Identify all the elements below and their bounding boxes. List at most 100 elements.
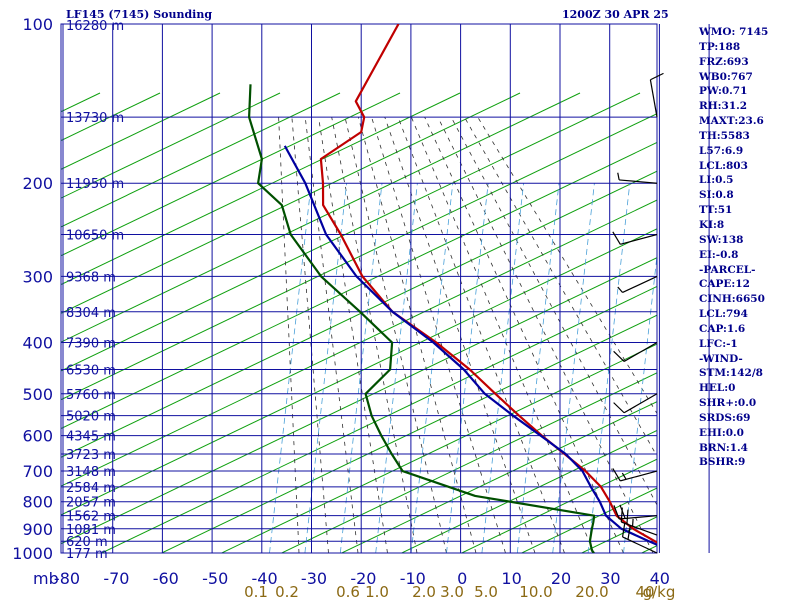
temperature-tick-label: 20 [551, 569, 571, 588]
mixing-ratio-line [587, 183, 631, 553]
mixing-ratio-label: 1.0 [365, 583, 389, 600]
parcel-trace [283, 145, 657, 546]
temperature-tick-label: 10 [501, 569, 521, 588]
mixing-ratio-label: 3.0 [440, 583, 464, 600]
stat-item: TT:51 [699, 204, 733, 217]
wind-barb [612, 468, 658, 482]
wind-barb-staff [623, 341, 658, 363]
mixing-ratio-label: 40 [635, 583, 654, 600]
stat-item: WMO: 7145 [699, 26, 769, 38]
dry-adiabat-line [61, 257, 657, 545]
wind-barb-staff [649, 79, 658, 118]
wind-barb-half-feather [621, 472, 627, 480]
pressure-tick-label: 500 [22, 385, 53, 404]
mixing-ratio-label: 10.0 [519, 583, 552, 600]
dry-adiabat-line [780, 93, 800, 573]
height-label: 2584 m [66, 481, 116, 496]
mixing-ratio-line [446, 183, 489, 553]
height-label: 177 m [66, 547, 108, 562]
wind-barb [617, 172, 658, 184]
height-label: 16280 m [66, 19, 124, 34]
temperature-tick-label: 30 [600, 569, 620, 588]
stat-item: MAXT:23.6 [699, 115, 764, 128]
pressure-tick-label: 400 [22, 333, 53, 352]
dry-adiabat-line [400, 429, 657, 553]
temperature-tick-label: -20 [350, 569, 376, 588]
wind-barb-half-feather [617, 286, 624, 293]
wind-barb-staff [622, 536, 658, 554]
dry-adiabat-line [61, 199, 657, 487]
dry-adiabat-line [160, 314, 657, 553]
height-label: 5760 m [66, 388, 116, 403]
mixing-ratio-line [552, 183, 595, 553]
moist-adiabat-line [291, 117, 329, 553]
height-label: 3723 m [66, 448, 116, 463]
dry-adiabat-line [61, 170, 657, 458]
temperature-tick-label: -10 [400, 569, 426, 588]
stat-item: PW:0.71 [699, 85, 748, 98]
stat-item: RH:31.2 [699, 100, 748, 113]
stat-item: BSHR:9 [699, 456, 746, 469]
wind-barb-staff [622, 275, 658, 294]
wind-barb [617, 275, 658, 294]
height-label: 1562 m [66, 510, 116, 525]
wind-barb-feather [613, 402, 625, 414]
wind-barb-staff [619, 179, 658, 184]
height-label: 3148 m [66, 465, 116, 480]
moist-adiabat-line [437, 117, 654, 553]
pressure-tick-label: 1000 [12, 544, 53, 563]
wind-barb-feather [612, 231, 621, 245]
moist-adiabat-line [278, 117, 300, 553]
stat-item: LCL:803 [699, 159, 748, 172]
moist-adiabat-line [371, 117, 506, 553]
wind-barb-staff [621, 521, 658, 536]
stat-item: SI:0.8 [699, 189, 734, 202]
wind-barb-feather [613, 350, 625, 362]
dry-adiabat-line [460, 458, 657, 553]
mixing-ratio-label: 2.0 [412, 583, 436, 600]
stat-item: STM:142/8 [699, 367, 763, 380]
dry-adiabat-line [61, 141, 657, 430]
mixing-ratio-line [765, 183, 800, 553]
stat-item: TP:188 [699, 40, 741, 53]
height-label: 5020 m [66, 410, 116, 425]
stat-item: EI:-0.8 [699, 248, 739, 261]
pressure-tick-label: 100 [22, 15, 53, 34]
mixing-ratio-label: g/kg [643, 583, 676, 600]
mixing-ratio-lines [269, 183, 800, 553]
stat-item: SHR+:0.0 [699, 397, 757, 410]
temperature-tick-label: -70 [103, 569, 129, 588]
dry-adiabat-line [61, 92, 281, 199]
stat-item: CINH:6650 [699, 293, 765, 306]
stat-item: LFC:-1 [699, 337, 738, 350]
wind-barb-feather [621, 522, 626, 538]
mixing-ratio-label: 5.0 [474, 583, 498, 600]
wind-barb [620, 507, 658, 536]
wind-barb [613, 504, 658, 520]
pressure-tick-label: 200 [22, 174, 53, 193]
moist-adiabat-line [331, 117, 418, 553]
height-label: 4345 m [66, 430, 116, 445]
mixing-ratio-line [516, 183, 560, 553]
mixing-ratio-label: 0.6 [336, 583, 360, 600]
moist-adiabat-line [424, 117, 624, 553]
moist-adiabat-line [304, 117, 359, 553]
stat-item: CAPE:12 [699, 278, 750, 291]
stat-item: BRN:1.4 [699, 441, 748, 454]
pressure-temperature-grid [60, 23, 710, 554]
dry-adiabat-line [61, 92, 341, 228]
stat-item: LCL:794 [699, 308, 748, 321]
temperature-tick-label: -30 [301, 569, 327, 588]
height-label: 8304 m [66, 306, 116, 321]
dry-adiabat-line [61, 92, 641, 372]
temperature-tick-label: -80 [54, 569, 80, 588]
wind-barb-staff [620, 233, 658, 245]
temperature-tick-label: -40 [252, 569, 278, 588]
sounding-traces [248, 24, 657, 553]
wind-barb [613, 341, 658, 363]
dry-adiabat-line [61, 92, 461, 286]
mixing-ratio-label: 20.0 [575, 583, 608, 600]
wind-barbs [612, 72, 664, 554]
